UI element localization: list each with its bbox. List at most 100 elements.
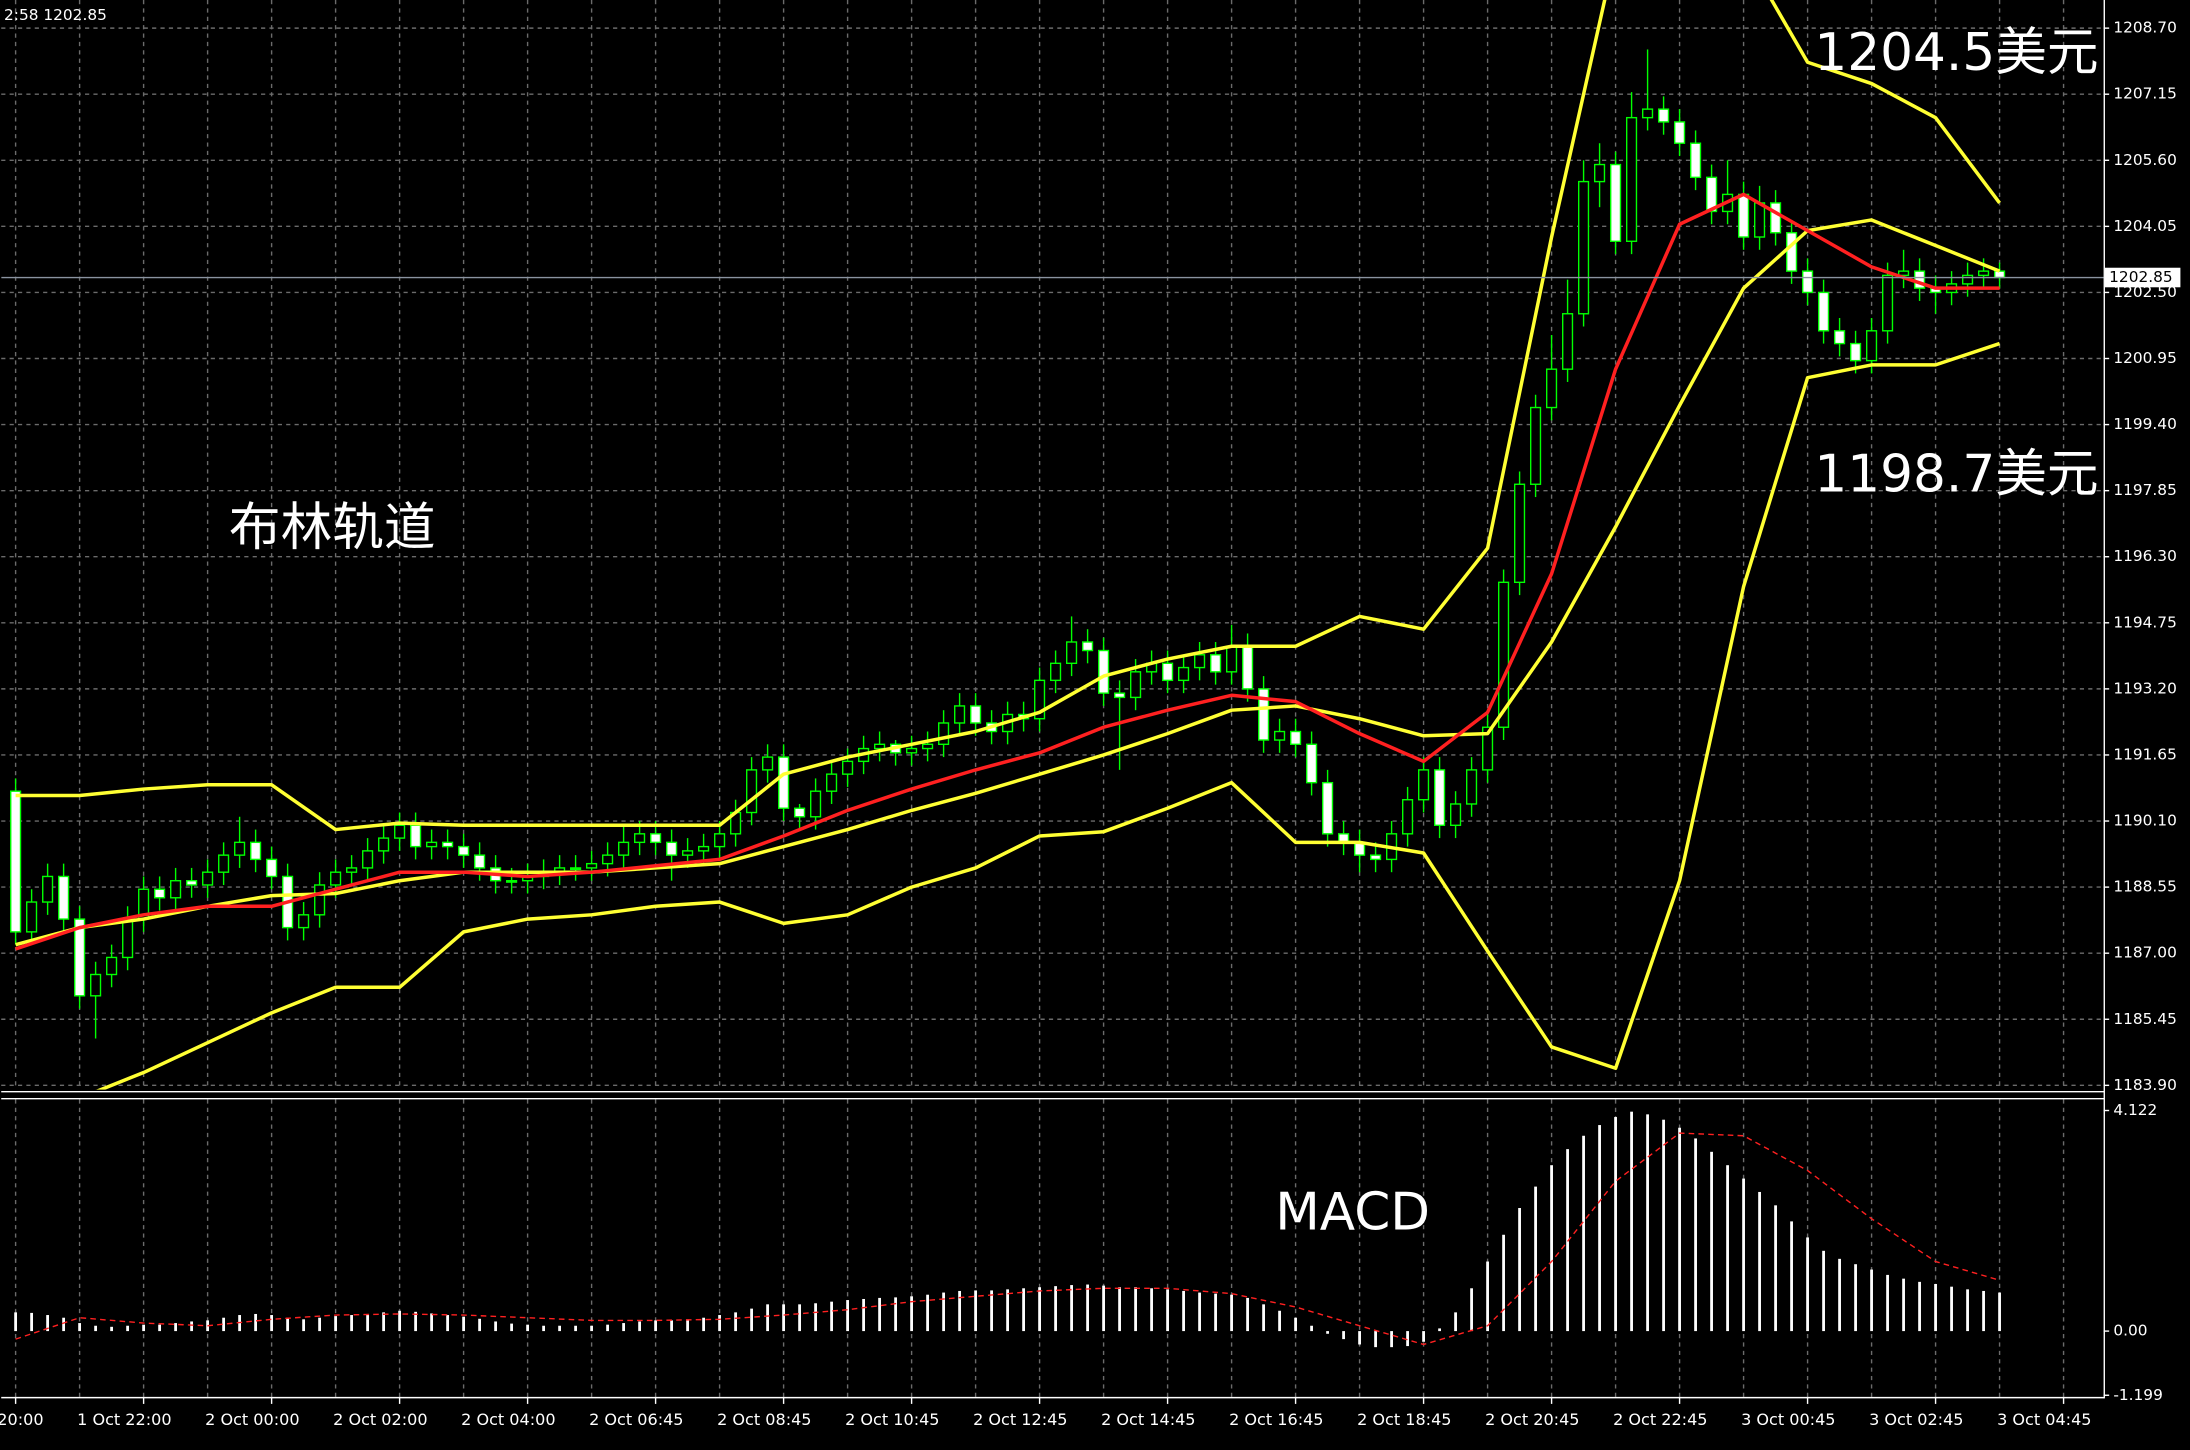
candle-body <box>10 790 22 933</box>
histogram-bar <box>1710 1151 1713 1332</box>
histogram-bar <box>814 1303 817 1332</box>
candle-body <box>1801 270 1814 294</box>
candle-body <box>746 769 758 814</box>
candle-body <box>250 841 262 861</box>
candle-body <box>922 743 934 750</box>
y-tick-label: -1.199 <box>2113 1386 2163 1404</box>
candle-body <box>1849 342 1862 362</box>
histogram-bar <box>558 1325 562 1332</box>
candle-body <box>1274 730 1286 741</box>
x-tick-label: 2 Oct 14:45 <box>1101 1410 1195 1429</box>
histogram-bar <box>46 1315 50 1332</box>
histogram-bar <box>446 1315 450 1332</box>
last-price-label: 1202.85 <box>2109 268 2173 286</box>
histogram-bar <box>1294 1317 1297 1332</box>
y-tick-label: 1194.75 <box>2113 613 2177 631</box>
histogram-bar <box>1582 1135 1585 1332</box>
histogram-bar <box>1662 1119 1665 1332</box>
x-tick-label: 1 Oct 22:00 <box>77 1410 171 1429</box>
candle-body <box>1881 274 1894 332</box>
x-tick-label: 2 Oct 02:00 <box>333 1410 427 1429</box>
histogram-bar <box>670 1320 673 1332</box>
candle-body <box>1417 769 1430 801</box>
histogram-bar <box>366 1313 370 1332</box>
candle-body <box>1657 108 1670 123</box>
histogram-bar <box>1982 1290 1985 1332</box>
candle-body <box>362 850 374 869</box>
histogram-bar <box>622 1323 625 1332</box>
histogram-bar <box>478 1318 482 1332</box>
candle-body <box>1098 649 1110 694</box>
histogram-bar <box>1726 1165 1729 1332</box>
histogram-bar <box>590 1325 593 1332</box>
candle-body <box>1753 202 1766 238</box>
histogram-bar <box>1902 1278 1905 1332</box>
histogram-bar <box>1310 1325 1313 1332</box>
x-tick-label: 2 Oct 06:45 <box>589 1410 683 1429</box>
histogram-bar <box>174 1323 178 1332</box>
indicator-line <box>96 341 2001 1090</box>
candle-body <box>234 841 246 856</box>
candle-body <box>1162 662 1174 682</box>
histogram-bar <box>1406 1331 1409 1347</box>
candle-body <box>970 705 982 724</box>
histogram-bar <box>110 1326 114 1332</box>
y-tick-label: 1200.95 <box>2113 349 2177 367</box>
candle-body <box>410 824 422 848</box>
histogram-bar <box>1374 1331 1377 1348</box>
candle-body <box>1625 116 1638 242</box>
candle-body <box>954 705 966 724</box>
histogram-bar <box>1182 1290 1185 1332</box>
histogram-bar <box>606 1324 609 1332</box>
histogram-bar <box>1006 1289 1009 1332</box>
candle-body <box>666 841 678 856</box>
candle-body <box>762 756 774 771</box>
y-tick-label: 1183.90 <box>2113 1076 2177 1094</box>
candle-body <box>330 871 342 886</box>
indicator-line <box>15 192 2000 951</box>
x-tick-label: 3 Oct 00:45 <box>1741 1410 1835 1429</box>
histogram-bar <box>1358 1331 1361 1345</box>
histogram-bar <box>798 1304 801 1332</box>
candle-body <box>1130 671 1142 699</box>
histogram-bar <box>494 1321 498 1332</box>
histogram-bar <box>1422 1331 1425 1342</box>
histogram-bar <box>1470 1288 1473 1332</box>
histogram-bar <box>222 1317 226 1332</box>
histogram-bar <box>526 1324 530 1332</box>
histogram-bar <box>1998 1292 2001 1332</box>
candle-body <box>938 722 950 745</box>
candle-body <box>714 833 726 848</box>
histogram-bar <box>30 1312 34 1332</box>
y-tick-label: 1191.65 <box>2113 745 2177 763</box>
candle-body <box>1689 142 1702 179</box>
histogram-bar <box>1774 1205 1777 1332</box>
histogram-bar <box>718 1315 721 1332</box>
x-tick-label: 2 Oct 08:45 <box>717 1410 811 1429</box>
last-price-box <box>2104 267 2181 288</box>
histogram-bar <box>1166 1289 1169 1332</box>
histogram-bar <box>926 1294 929 1332</box>
histogram-bar <box>686 1319 689 1332</box>
candle-body <box>442 841 454 848</box>
indicator-line <box>15 218 2001 947</box>
candle-body <box>26 901 38 933</box>
candle-body <box>874 743 886 750</box>
candle-body <box>1705 176 1718 213</box>
candle-body <box>1737 193 1750 238</box>
candle-body <box>1242 645 1254 690</box>
candle-body <box>778 756 790 809</box>
y-tick-label: 1185.45 <box>2113 1010 2177 1028</box>
candle-body <box>58 875 70 920</box>
indicator-line <box>15 1132 2000 1346</box>
histogram-bar <box>286 1317 290 1332</box>
candle-body <box>42 875 54 903</box>
histogram-bar <box>654 1320 657 1332</box>
candle-body <box>1833 330 1846 345</box>
histogram-bar <box>1246 1297 1249 1332</box>
candle-body <box>1178 666 1190 682</box>
histogram-bar <box>894 1297 897 1332</box>
x-tick-label: 3 Oct 02:45 <box>1869 1410 1963 1429</box>
histogram-bar <box>878 1297 881 1332</box>
